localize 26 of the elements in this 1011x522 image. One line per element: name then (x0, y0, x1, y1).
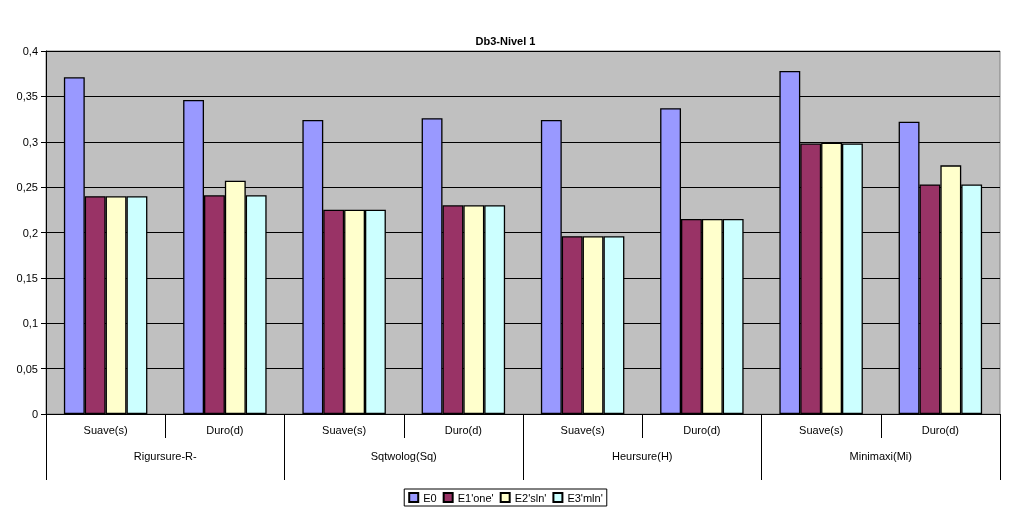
y-tick-label: 0,4 (22, 45, 38, 57)
legend-label: E1'one' (457, 491, 494, 504)
legend-label: E2'sln' (514, 491, 547, 504)
x-tick-label: Suave(s) (799, 423, 844, 436)
text: Minimaxi(Mi) (849, 449, 912, 462)
x-tick-label: Duro(d) (444, 423, 483, 436)
x-tick-label: Duro(d) (206, 423, 244, 436)
legend-label: E3'mln' (567, 491, 603, 504)
x-tick-label: Suave(s) (322, 423, 367, 436)
y-tick-label: 0,15 (16, 271, 38, 284)
y-tick-label: 0,05 (16, 362, 38, 375)
chart-title: Db3-Nivel 1 (475, 34, 536, 47)
y-tick-label: 0,35 (16, 90, 38, 103)
y-tick-label: 0,3 (22, 135, 38, 148)
text: Sqtwolog(Sq) (370, 449, 437, 462)
text: Heursure(H) (611, 449, 673, 462)
x-tick-label: Suave(s) (560, 423, 605, 436)
y-tick-label: 0,2 (22, 226, 38, 239)
x-tick-label: Suave(s) (83, 423, 128, 436)
y-tick-label: 0,25 (16, 181, 38, 194)
y-tick-label: 0,1 (22, 317, 38, 330)
y-tick-label: 0 (31, 408, 38, 420)
x-tick-label: Duro(d) (683, 423, 721, 436)
legend-label: E0 (423, 491, 437, 504)
text: Rigursure-R- (133, 449, 198, 462)
x-tick-label: Duro(d) (921, 423, 960, 436)
